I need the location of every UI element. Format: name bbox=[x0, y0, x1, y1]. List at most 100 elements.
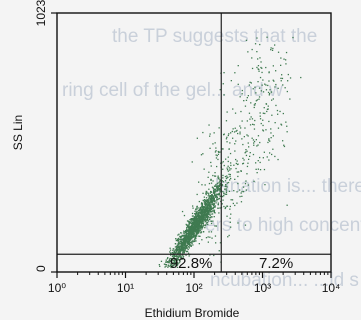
scatter-point bbox=[257, 135, 260, 137]
scatter-point bbox=[203, 221, 205, 223]
scatter-point bbox=[207, 216, 210, 218]
scatter-point bbox=[200, 226, 202, 228]
scatter-point bbox=[242, 162, 245, 164]
scatter-point bbox=[239, 131, 241, 133]
scatter-point bbox=[173, 255, 175, 257]
scatter-point bbox=[279, 110, 281, 113]
scatter-point bbox=[226, 136, 228, 138]
scatter-point bbox=[193, 228, 196, 230]
scatter-point bbox=[258, 96, 261, 98]
scatter-point bbox=[186, 245, 188, 247]
scatter-point bbox=[226, 169, 229, 171]
scatter-point bbox=[184, 247, 187, 249]
scatter-point bbox=[237, 175, 239, 178]
scatter-point bbox=[225, 185, 227, 188]
scatter-point bbox=[188, 231, 190, 233]
scatter-point bbox=[240, 170, 242, 172]
scatter-point bbox=[207, 220, 210, 222]
scatter-point bbox=[194, 240, 196, 242]
scatter-point bbox=[214, 193, 216, 195]
scatter-point bbox=[265, 129, 267, 131]
scatter-point bbox=[187, 242, 190, 245]
scatter-point bbox=[243, 136, 245, 138]
scatter-point bbox=[192, 228, 194, 230]
scatter-point bbox=[209, 198, 211, 200]
scatter-point bbox=[201, 202, 203, 204]
scatter-point bbox=[179, 246, 182, 248]
scatter-point bbox=[191, 221, 193, 223]
scatter-point bbox=[205, 201, 207, 203]
scatter-point bbox=[203, 214, 206, 217]
scatter-point bbox=[189, 222, 191, 224]
scatter-point bbox=[206, 219, 208, 221]
scatter-point bbox=[173, 259, 175, 261]
scatter-point bbox=[187, 248, 189, 251]
scatter-point bbox=[177, 251, 179, 253]
scatter-point bbox=[181, 210, 184, 213]
scatter-point bbox=[234, 143, 236, 145]
scatter-point bbox=[283, 145, 286, 148]
scatter-point bbox=[232, 202, 234, 205]
scatter-point bbox=[212, 174, 214, 177]
scatter-point bbox=[214, 185, 216, 187]
scatter-point bbox=[211, 237, 213, 239]
scatter-point bbox=[188, 244, 190, 246]
scatter-point bbox=[182, 248, 185, 251]
scatter-point bbox=[282, 84, 284, 86]
scatter-point bbox=[172, 252, 175, 254]
scatter-point bbox=[222, 161, 224, 163]
scatter-point bbox=[205, 206, 208, 208]
scatter-point bbox=[208, 210, 210, 212]
scatter-point bbox=[194, 225, 196, 228]
x-tick-label: 10³ bbox=[254, 281, 271, 295]
scatter-point bbox=[189, 228, 192, 230]
scatter-point bbox=[174, 266, 177, 268]
scatter-point bbox=[205, 224, 207, 226]
scatter-point bbox=[224, 188, 226, 190]
scatter-point bbox=[211, 196, 213, 198]
scatter-point bbox=[170, 258, 173, 260]
scatter-point bbox=[202, 231, 205, 233]
scatter-point bbox=[227, 160, 229, 163]
scatter-point bbox=[222, 199, 224, 201]
scatter-point bbox=[207, 202, 209, 204]
scatter-point bbox=[178, 237, 180, 240]
scatter-point bbox=[222, 148, 224, 150]
scatter-point bbox=[202, 225, 204, 227]
scatter-point bbox=[205, 202, 207, 204]
scatter-point bbox=[230, 80, 232, 82]
scatter-point bbox=[225, 158, 227, 160]
scatter-point bbox=[252, 88, 254, 90]
scatter-point bbox=[176, 244, 179, 246]
scatter-point bbox=[201, 227, 203, 229]
scatter-point bbox=[282, 112, 284, 115]
scatter-point bbox=[193, 218, 195, 221]
scatter-point bbox=[178, 253, 180, 255]
scatter-point bbox=[179, 252, 182, 254]
scatter-point bbox=[176, 259, 179, 261]
scatter-point bbox=[215, 150, 217, 152]
scatter-point bbox=[229, 205, 231, 208]
scatter-point bbox=[192, 227, 194, 230]
scatter-point bbox=[198, 229, 201, 231]
scatter-point bbox=[182, 255, 185, 257]
scatter-point bbox=[183, 239, 185, 241]
scatter-point bbox=[235, 130, 237, 132]
scatter-point bbox=[205, 197, 208, 199]
scatter-point bbox=[173, 263, 175, 265]
scatter-point bbox=[252, 139, 255, 141]
scatter-point bbox=[210, 197, 212, 199]
scatter-point bbox=[234, 127, 236, 129]
scatter-point bbox=[228, 148, 230, 150]
scatter-point bbox=[164, 263, 166, 266]
scatter-point bbox=[195, 237, 197, 239]
x-axis-label: Ethidium Bromide bbox=[145, 306, 240, 320]
scatter-point bbox=[199, 208, 202, 210]
scatter-point bbox=[274, 122, 276, 124]
scatter-point bbox=[198, 230, 200, 233]
scatter-point bbox=[189, 239, 191, 241]
scatter-point bbox=[270, 137, 272, 139]
scatter-point bbox=[194, 237, 196, 239]
scatter-point bbox=[229, 175, 231, 178]
scatter-point bbox=[263, 168, 266, 171]
